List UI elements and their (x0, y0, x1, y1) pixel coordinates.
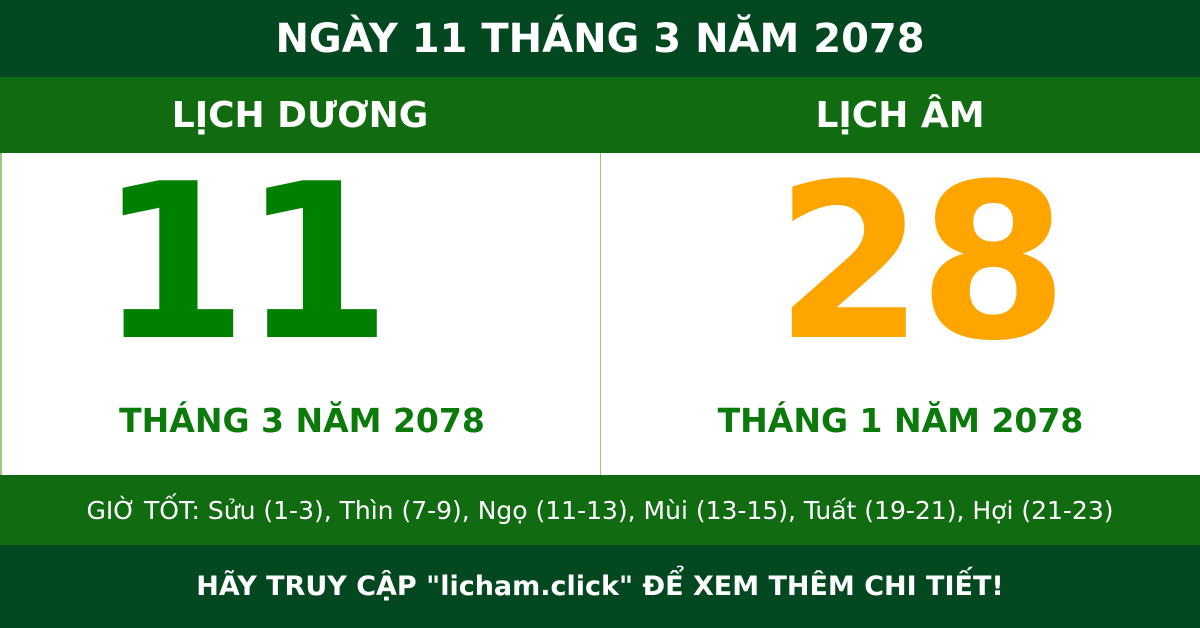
lunar-month-year: THÁNG 1 NĂM 2078 (717, 401, 1084, 440)
lunar-panel: 28 THÁNG 1 NĂM 2078 (600, 153, 1200, 475)
lunar-label: LỊCH ÂM (815, 94, 985, 136)
page-title: NGÀY 11 THÁNG 3 NĂM 2078 (0, 0, 1200, 77)
solar-day: 11 (98, 137, 391, 388)
calendar-body: 11 THÁNG 3 NĂM 2078 28 THÁNG 1 NĂM 2078 (0, 153, 1200, 475)
lunar-day: 28 (774, 137, 1068, 388)
calendar-headers: LỊCH DƯƠNG LỊCH ÂM (0, 77, 1200, 153)
solar-panel: 11 THÁNG 3 NĂM 2078 (0, 153, 600, 475)
solar-label: LỊCH DƯƠNG (171, 94, 429, 136)
good-hours: GIỜ TỐT: Sửu (1-3), Thìn (7-9), Ngọ (11-… (0, 475, 1200, 545)
footer-cta: HÃY TRUY CẬP "licham.click" ĐỂ XEM THÊM … (0, 545, 1200, 628)
solar-month-year: THÁNG 3 NĂM 2078 (119, 401, 485, 440)
